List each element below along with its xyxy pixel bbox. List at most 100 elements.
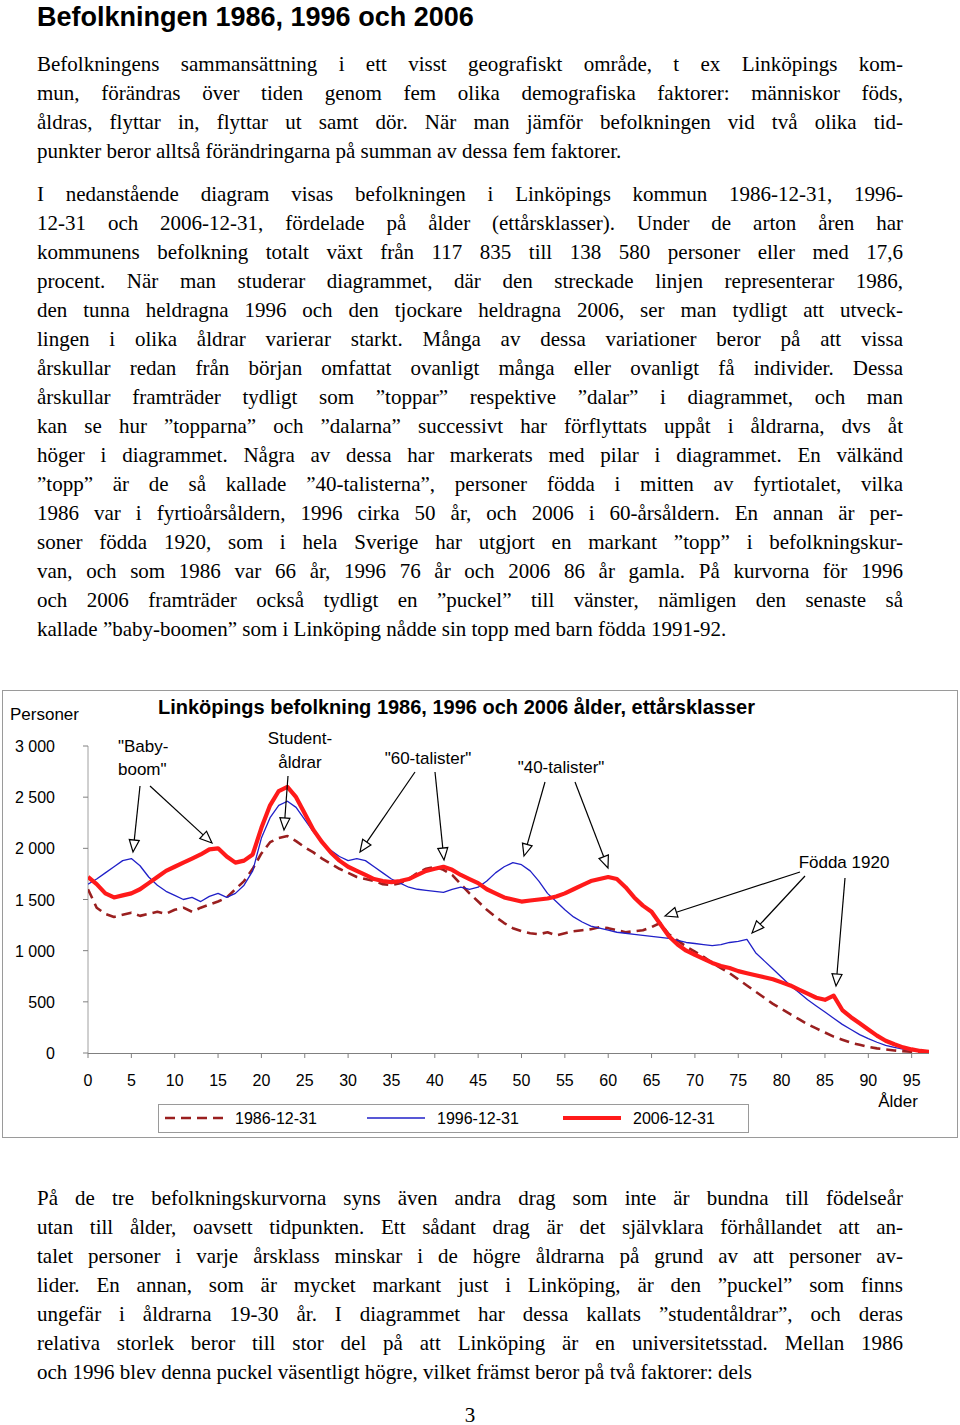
- x-tick: [868, 1053, 869, 1058]
- legend-label: 2006-12-31: [633, 1110, 715, 1127]
- x-tick: [348, 1053, 349, 1058]
- text-line: mun, förändras över tiden genom fem olik…: [37, 79, 903, 108]
- chart: Linköpings befolkning 1986, 1996 och 200…: [0, 0, 960, 1425]
- annotation-arrowhead: [752, 921, 764, 933]
- chart-frame: [3, 691, 958, 1138]
- annotation-arrowhead: [832, 974, 842, 986]
- x-tick-label: 5: [127, 1072, 136, 1089]
- x-tick: [651, 1053, 652, 1058]
- annotation: åldrar: [278, 753, 322, 772]
- x-tick-label: 45: [469, 1072, 487, 1089]
- text-line: årskullar framträder tydligt som ”toppar…: [37, 383, 903, 412]
- text-line: soner födda 1920, som i hela Sverige har…: [37, 528, 903, 557]
- axes: 05001 0001 5002 0002 5003 00005101520253…: [15, 738, 929, 1089]
- x-tick: [174, 1053, 175, 1058]
- x-tick-label: 65: [643, 1072, 661, 1089]
- x-tick: [88, 1053, 89, 1058]
- annotation-arrowhead: [280, 818, 290, 830]
- text-line: relativa storlek beror till stor del på …: [37, 1329, 903, 1358]
- x-tick-label: 25: [296, 1072, 314, 1089]
- x-tick-label: 85: [816, 1072, 834, 1089]
- x-tick: [521, 1053, 522, 1058]
- annotation-arrow: [367, 772, 415, 842]
- x-tick: [261, 1053, 262, 1058]
- legend-swatch: [165, 1117, 223, 1120]
- y-tick-label: 2 000: [15, 840, 55, 857]
- x-tick: [738, 1053, 739, 1058]
- x-tick-label: 90: [859, 1072, 877, 1089]
- y-tick-label: 1 000: [15, 943, 55, 960]
- text-line: lingen i olika åldrar varierar starkt. M…: [37, 325, 903, 354]
- y-tick: [83, 848, 88, 849]
- text-line: höger i diagrammet. Några av dessa har m…: [37, 441, 903, 470]
- annotation: boom": [118, 760, 167, 779]
- page: Befolkningen 1986, 1996 och 2006 Befolkni…: [0, 0, 960, 1425]
- x-tick: [824, 1053, 825, 1058]
- y-tick-label: 3 000: [15, 738, 55, 755]
- text-line: kommunens befolkning totalt växt från 11…: [37, 238, 903, 267]
- x-tick: [911, 1053, 912, 1058]
- x-axis-label: Ålder: [878, 1092, 918, 1111]
- text-line: åldras, flyttar in, flyttar ut samt dör.…: [37, 108, 903, 137]
- annotation-arrowhead: [438, 848, 448, 860]
- page-number: 3: [440, 1401, 500, 1425]
- annotation-arrow: [150, 786, 203, 835]
- x-tick-label: 55: [556, 1072, 574, 1089]
- legend-label: 1996-12-31: [437, 1110, 519, 1127]
- text-line: Befolkningens sammansättning i ett visst…: [37, 50, 903, 79]
- annotation: "60-talister": [385, 749, 472, 768]
- series-line: [88, 787, 929, 1052]
- y-tick: [83, 1001, 88, 1002]
- legend-box: [159, 1105, 749, 1133]
- x-tick: [478, 1053, 479, 1058]
- y-tick: [83, 950, 88, 951]
- x-tick: [434, 1053, 435, 1058]
- text-line: och 1996 blev denna puckel väsentligt hö…: [37, 1358, 903, 1387]
- annotation-arrow: [435, 772, 443, 848]
- x-tick-label: 0: [84, 1072, 93, 1089]
- annotation: "40-talister": [518, 758, 605, 777]
- x-tick-label: 40: [426, 1072, 444, 1089]
- x-tick-label: 10: [166, 1072, 184, 1089]
- y-tick: [83, 797, 88, 798]
- x-tick-label: 60: [599, 1072, 617, 1089]
- x-tick-label: 15: [209, 1072, 227, 1089]
- annotation-arrowhead: [599, 855, 608, 868]
- text-line: och 2006 framträder också tydligt en ”pu…: [37, 586, 903, 615]
- annotation-arrow: [527, 782, 545, 844]
- text-line: På de tre befolkningskurvorna syns även …: [37, 1184, 903, 1213]
- x-axis-line: [88, 1053, 929, 1054]
- x-tick-label: 30: [339, 1072, 357, 1089]
- heading: Befolkningen 1986, 1996 och 2006: [37, 1, 474, 33]
- y-tick-label: 500: [28, 994, 55, 1011]
- x-tick-label: 20: [253, 1072, 271, 1089]
- x-tick-label: 95: [903, 1072, 921, 1089]
- y-tick: [83, 1053, 88, 1054]
- x-tick: [391, 1053, 392, 1058]
- annotation-arrow: [575, 782, 604, 857]
- annotation-arrowhead: [200, 831, 212, 843]
- legend-label: 1986-12-31: [235, 1110, 317, 1127]
- text-line: procent. När man studerar diagrammet, dä…: [37, 267, 903, 296]
- annotation-arrow: [134, 786, 140, 840]
- text-line: van, och som 1986 var 66 år, 1996 76 år …: [37, 557, 903, 586]
- text-line: kallade ”baby-boomen” som i Linköping nå…: [37, 615, 903, 644]
- y-tick: [83, 899, 88, 900]
- legend-swatch: [367, 1117, 425, 1118]
- chart-title: Linköpings befolkning 1986, 1996 och 200…: [158, 696, 755, 718]
- text-line: talet personer i varje årsklass minskar …: [37, 1242, 903, 1271]
- text-line: lider. En annan, som är mycket markant j…: [37, 1271, 903, 1300]
- y-tick-label: 1 500: [15, 892, 55, 909]
- x-tick-label: 70: [686, 1072, 704, 1089]
- x-tick: [608, 1053, 609, 1058]
- series-line: [88, 801, 929, 1052]
- annotation-arrowhead: [360, 839, 371, 852]
- text-line: 12-31 och 2006-12-31, fördelade på ålder…: [37, 209, 903, 238]
- annotations: "Baby-boom"Student-åldrar"60-talister""4…: [118, 729, 889, 986]
- text-line: 1986 var i fyrtioårsåldern, 1996 cirka 5…: [37, 499, 903, 528]
- y-tick-label: 2 500: [15, 789, 55, 806]
- x-tick: [131, 1053, 132, 1058]
- text-line: punkter beror alltså förändringarna på s…: [37, 137, 903, 166]
- x-tick-label: 35: [383, 1072, 401, 1089]
- text-line: den tunna heldragna 1996 och den tjockar…: [37, 296, 903, 325]
